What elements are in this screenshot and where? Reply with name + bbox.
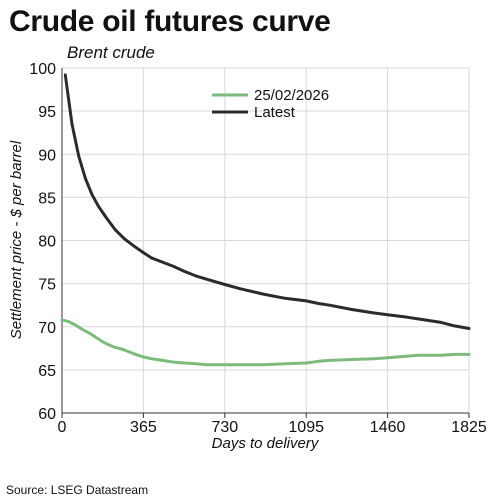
data-point <box>60 318 64 322</box>
data-point <box>406 354 410 358</box>
data-point <box>283 362 287 366</box>
chart-title: Crude oil futures curve <box>9 5 331 38</box>
data-point <box>328 359 331 362</box>
data-point <box>350 308 354 311</box>
data-point <box>239 287 242 291</box>
chart-canvas: 60 65 70 75 80 85 90 95 100 0 365 730 1095 1460 1825 2… <box>8 61 487 452</box>
data-point <box>417 353 421 357</box>
data-point <box>142 355 145 359</box>
data-point <box>328 303 331 307</box>
data-point <box>97 205 101 209</box>
data-point <box>84 177 87 180</box>
y-tick-label: 70 <box>38 320 56 337</box>
data-point <box>64 73 67 77</box>
data-point <box>67 320 70 323</box>
data-point <box>172 360 175 364</box>
data-point <box>183 270 186 273</box>
data-point <box>386 356 389 360</box>
data-point <box>100 340 104 343</box>
data-point <box>417 317 421 321</box>
chart-subtitle: Brent crude <box>67 43 155 62</box>
data-point <box>261 292 265 296</box>
data-point <box>467 353 471 356</box>
y-tick-label: 100 <box>29 61 56 78</box>
data-point <box>194 362 198 366</box>
data-point <box>107 343 111 347</box>
data-point <box>453 353 456 356</box>
legend-label: 25/02/2026 <box>254 87 329 104</box>
x-tick-label: 1460 <box>370 419 406 436</box>
data-point <box>90 193 94 197</box>
series-line-0 <box>60 318 471 367</box>
data-point <box>372 311 376 315</box>
data-point <box>205 278 209 281</box>
data-point <box>304 299 308 303</box>
data-point <box>172 265 175 268</box>
data-point <box>87 331 91 335</box>
data-point <box>127 350 131 354</box>
data-point <box>467 327 471 330</box>
data-point <box>350 358 354 361</box>
data-point <box>406 316 410 319</box>
data-point <box>80 328 84 331</box>
x-tick-label: 365 <box>130 419 157 436</box>
data-point <box>149 357 153 361</box>
data-point <box>223 283 227 286</box>
data-point <box>261 363 265 367</box>
data-point <box>161 260 164 264</box>
y-tick-label: 60 <box>38 406 56 423</box>
y-tick-label: 65 <box>38 363 56 380</box>
data-point <box>114 228 117 232</box>
data-point <box>123 237 126 241</box>
data-point <box>70 122 74 126</box>
data-point <box>317 360 320 363</box>
x-tick-label: 730 <box>211 419 238 436</box>
y-tick-label: 95 <box>38 104 56 121</box>
data-point <box>161 359 164 362</box>
axes: 60 65 70 75 80 85 90 95 100 0 365 730 1095 1460 1825 <box>29 61 487 436</box>
x-tick-label: 1095 <box>288 419 324 436</box>
data-point <box>194 274 198 278</box>
data-point <box>439 353 443 357</box>
data-point <box>283 297 287 300</box>
y-tick-label: 75 <box>38 277 56 294</box>
data-point <box>94 335 97 339</box>
data-point <box>132 244 135 247</box>
data-point <box>142 251 145 254</box>
data-point <box>317 302 320 305</box>
data-point <box>120 347 124 351</box>
series-line-1 <box>63 73 471 330</box>
y-tick-label: 85 <box>38 190 56 207</box>
data-point <box>304 361 308 365</box>
data-point <box>183 361 186 365</box>
y-tick-label: 80 <box>38 234 56 251</box>
data-point <box>372 357 376 361</box>
y-tick-label: 90 <box>38 147 56 164</box>
series-lines <box>60 73 471 367</box>
data-point <box>149 256 153 260</box>
legend-label: Latest <box>254 104 296 121</box>
x-tick-label: 1825 <box>451 419 487 436</box>
y-axis-label: Settlement price - $ per barrel <box>8 140 25 339</box>
data-point <box>453 324 456 328</box>
data-point <box>439 321 443 324</box>
data-point <box>386 313 389 317</box>
data-point <box>105 216 108 220</box>
x-axis-label: Days to delivery <box>212 435 320 452</box>
data-point <box>77 154 80 158</box>
data-point <box>239 363 242 367</box>
data-point <box>205 363 209 367</box>
data-point <box>223 363 227 367</box>
source-note: Source: LSEG Datastream <box>6 483 149 497</box>
data-point <box>74 323 77 327</box>
x-tick-label: 0 <box>58 419 67 436</box>
data-point <box>114 346 117 349</box>
data-point <box>134 353 137 356</box>
